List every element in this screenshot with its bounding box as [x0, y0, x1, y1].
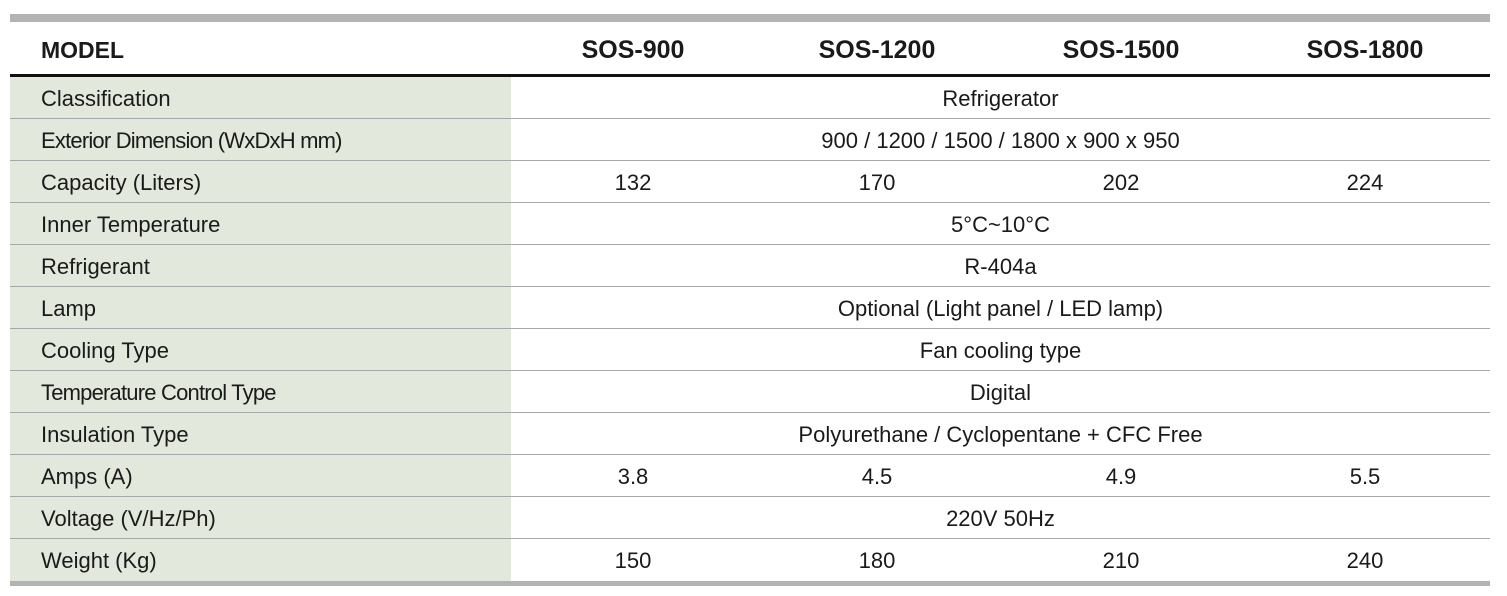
- row-label-classification: Classification: [41, 86, 171, 111]
- weight-sos-1500: 210: [1102, 548, 1140, 573]
- table-row: Voltage (V/Hz/Ph) 220V 50Hz: [10, 497, 1490, 539]
- table-row: Refrigerant R-404a: [10, 245, 1490, 287]
- weight-sos-900: 150: [614, 548, 652, 573]
- row-value-classification: Refrigerator: [942, 86, 1059, 111]
- spec-table-body: Classification Refrigerator Exterior Dim…: [10, 77, 1490, 581]
- row-value-voltage: 220V 50Hz: [946, 506, 1055, 531]
- amps-sos-1500: 4.9: [1105, 464, 1137, 489]
- table-row: Temperature Control Type Digital: [10, 371, 1490, 413]
- capacity-sos-1800: 224: [1346, 170, 1384, 195]
- table-row: Weight (Kg) 150 180 210 240: [10, 539, 1490, 581]
- header-model-label: MODEL: [41, 37, 125, 63]
- row-value-inner-temperature: 5°C~10°C: [951, 212, 1050, 237]
- table-bottom-rule: [10, 581, 1490, 586]
- row-label-exterior-dimension: Exterior Dimension (WxDxH mm): [41, 128, 343, 153]
- row-label-capacity: Capacity (Liters): [41, 170, 202, 195]
- table-row: Exterior Dimension (WxDxH mm) 900 / 1200…: [10, 119, 1490, 161]
- label-column-background: [10, 77, 511, 581]
- row-label-inner-temperature: Inner Temperature: [41, 212, 221, 237]
- amps-sos-1800: 5.5: [1349, 464, 1381, 489]
- row-value-refrigerant: R-404a: [964, 254, 1037, 279]
- row-value-lamp: Optional (Light panel / LED lamp): [837, 296, 1164, 321]
- table-header: MODEL SOS-900 SOS-1200 SOS-1500 SOS-1800: [10, 22, 1490, 74]
- row-label-amps: Amps (A): [41, 464, 133, 489]
- row-label-cooling-type: Cooling Type: [41, 338, 170, 363]
- header-underline: [10, 74, 1490, 77]
- weight-sos-1200: 180: [858, 548, 896, 573]
- table-row: Amps (A) 3.8 4.5 4.9 5.5: [10, 455, 1490, 497]
- row-value-insulation-type: Polyurethane / Cyclopentane + CFC Free: [798, 422, 1203, 447]
- amps-sos-1200: 4.5: [861, 464, 893, 489]
- row-label-lamp: Lamp: [41, 296, 97, 321]
- row-label-weight: Weight (Kg): [41, 548, 157, 573]
- row-label-temperature-control-type: Temperature Control Type: [41, 380, 277, 405]
- capacity-sos-1200: 170: [858, 170, 896, 195]
- header-model-sos-1500: SOS-1500: [1062, 36, 1180, 64]
- capacity-sos-900: 132: [614, 170, 652, 195]
- table-row: Inner Temperature 5°C~10°C: [10, 203, 1490, 245]
- row-value-exterior-dimension: 900 / 1200 / 1500 / 1800 x 900 x 950: [821, 128, 1180, 153]
- row-label-insulation-type: Insulation Type: [41, 422, 189, 447]
- header-model-sos-900: SOS-900: [581, 36, 685, 64]
- table-row: Capacity (Liters) 132 170 202 224: [10, 161, 1490, 203]
- row-value-cooling-type: Fan cooling type: [919, 338, 1082, 363]
- row-value-temperature-control-type: Digital: [969, 380, 1032, 405]
- table-row: Cooling Type Fan cooling type: [10, 329, 1490, 371]
- capacity-sos-1500: 202: [1102, 170, 1140, 195]
- header-model-sos-1800: SOS-1800: [1306, 36, 1424, 64]
- weight-sos-1800: 240: [1346, 548, 1384, 573]
- table-row: Insulation Type Polyurethane / Cyclopent…: [10, 413, 1490, 455]
- row-label-voltage: Voltage (V/Hz/Ph): [41, 506, 216, 531]
- table-row: Classification Refrigerator: [10, 77, 1490, 119]
- amps-sos-900: 3.8: [617, 464, 649, 489]
- table-top-rule: [10, 14, 1490, 22]
- header-model-sos-1200: SOS-1200: [818, 36, 936, 64]
- row-label-refrigerant: Refrigerant: [41, 254, 150, 279]
- table-row: Lamp Optional (Light panel / LED lamp): [10, 287, 1490, 329]
